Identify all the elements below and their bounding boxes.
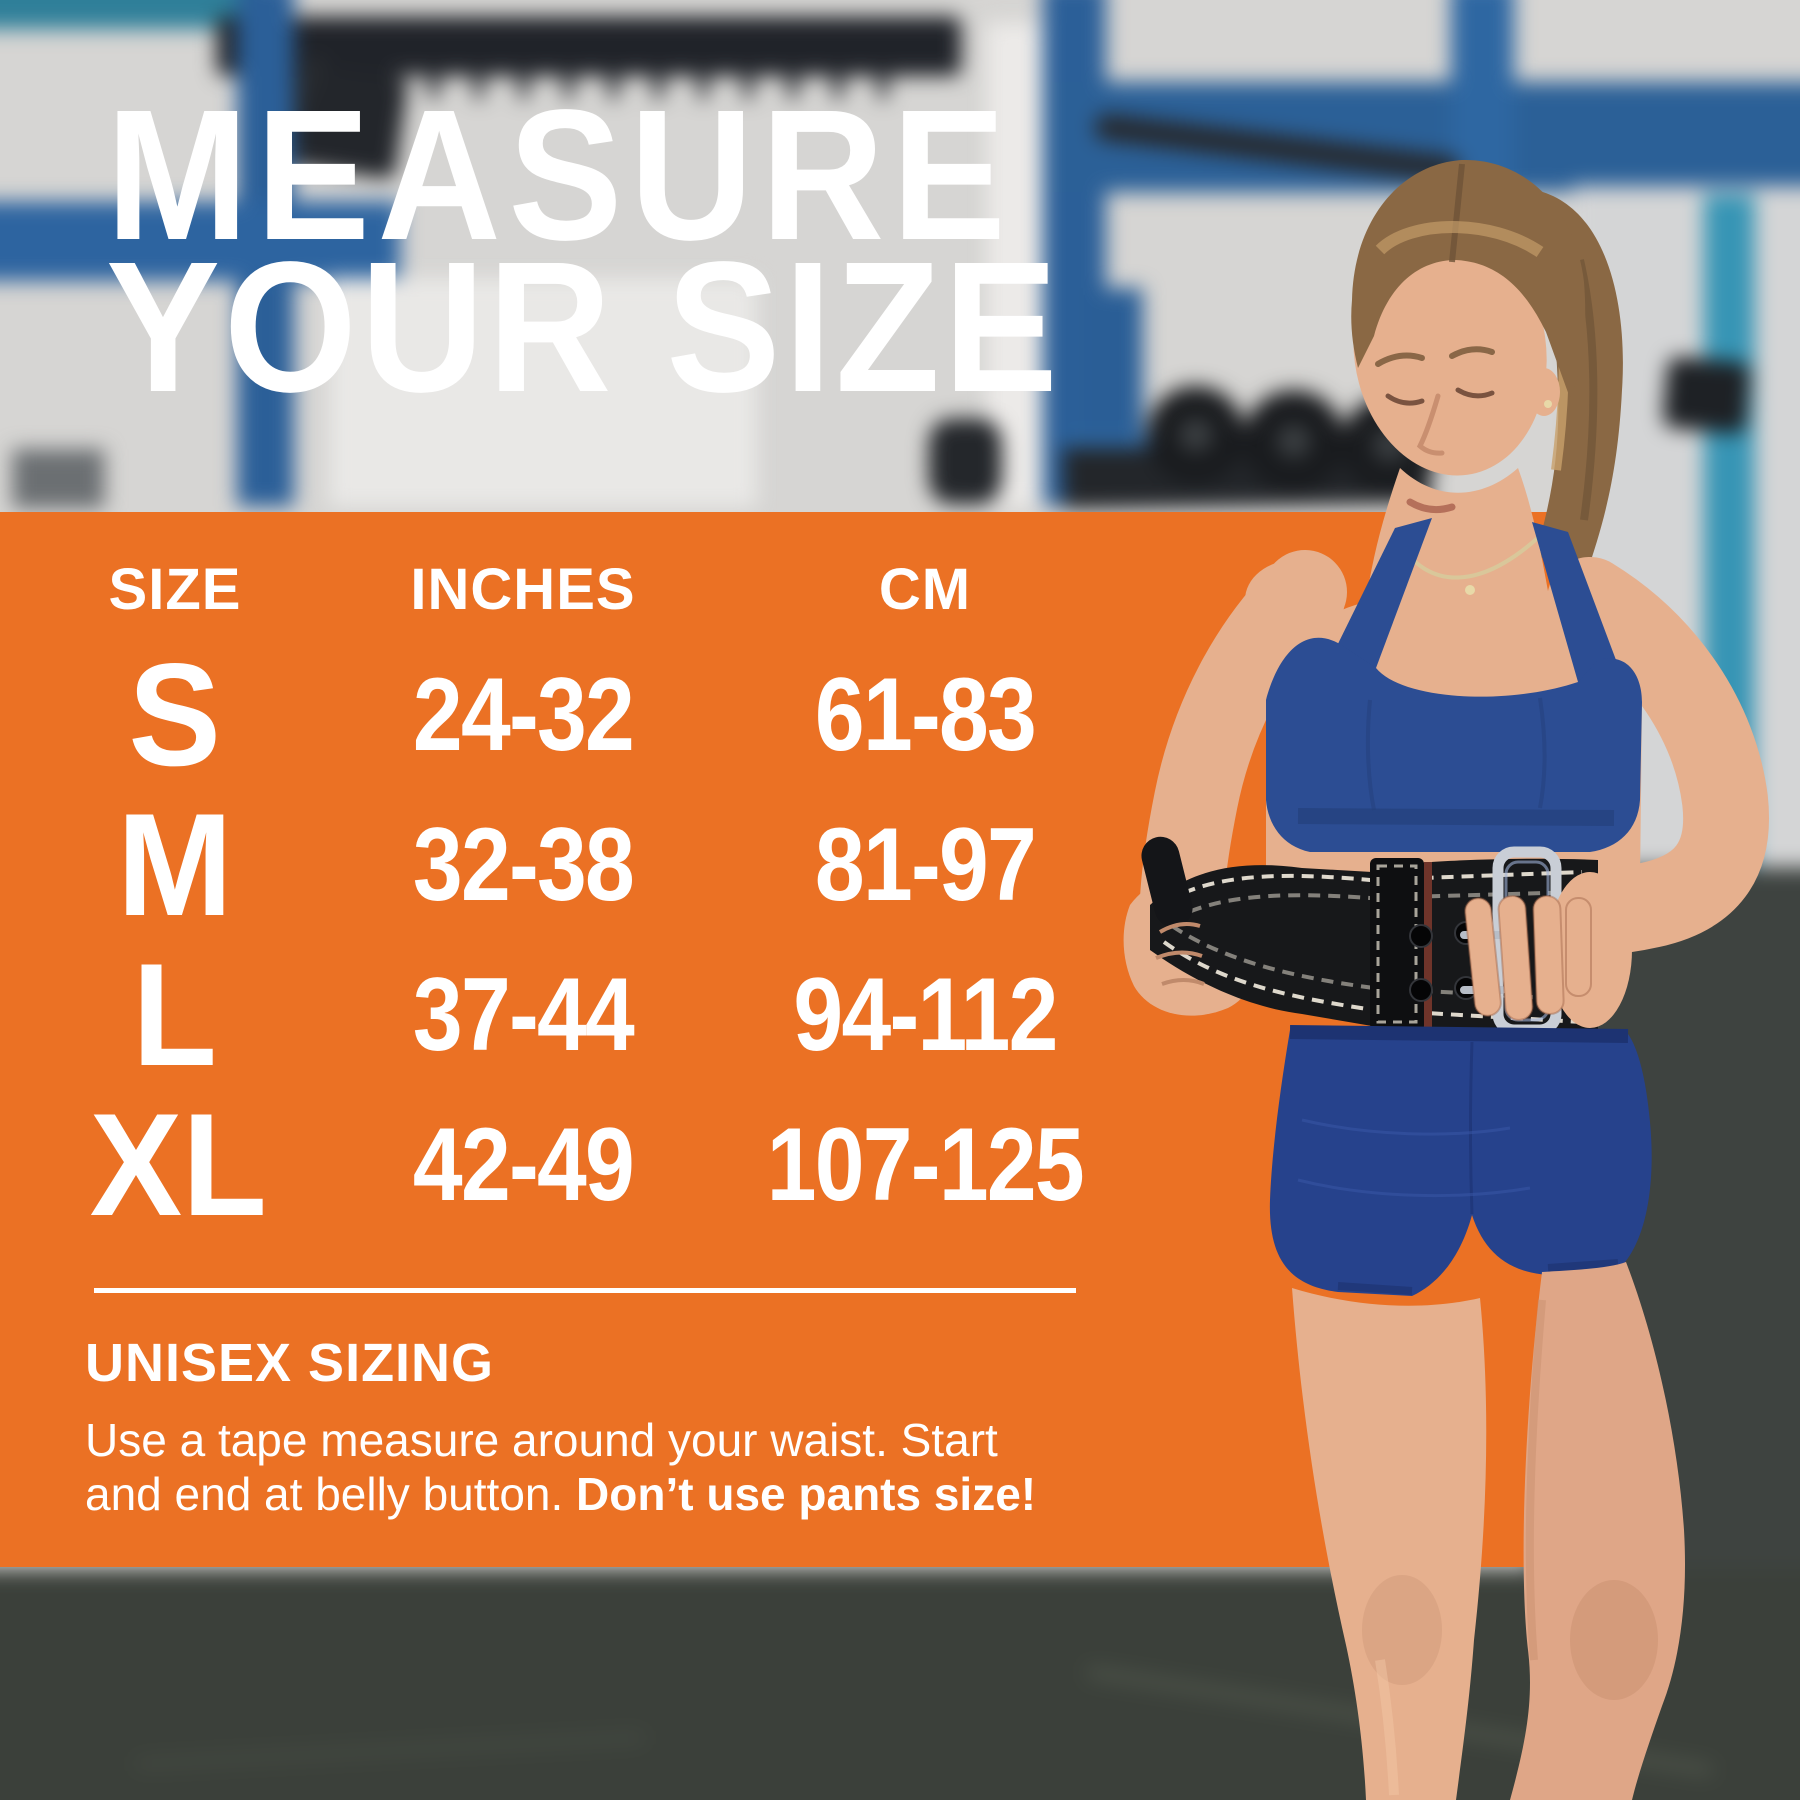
instructions-line-2-bold: Don’t use pants size! [576,1468,1037,1520]
back-knee-shading [1570,1580,1658,1700]
cm-value: 61-83 [814,657,1037,773]
title-line-1: MEASURE [106,72,1014,279]
wall-panel [328,277,758,508]
size-value: S [128,633,222,796]
kettlebell [928,418,1002,505]
equipment-box [12,449,105,509]
hair-part-line [1449,163,1465,263]
inches-value: 32-38 [412,807,635,923]
face [1353,224,1547,476]
title-line-2: YOUR SIZE [106,224,1062,431]
size-value: L [132,933,218,1096]
table-row-l: L 37-44 94-112 [0,940,1120,1090]
weight-plate [1242,390,1345,492]
instructions-line-1: Use a tape measure around your waist. St… [85,1414,998,1466]
column-header-inches: INCHES [410,557,636,622]
size-cell: M [85,790,265,940]
inches-cell: 42-49 [333,1090,713,1240]
instructions-line-2-regular: and end at belly button. [85,1468,564,1520]
unisex-sizing-heading: UNISEX SIZING [85,1333,495,1393]
thumb-sleeve [1141,836,1205,986]
athlete-model-photo [1123,159,1770,1800]
front-knee-shading [1362,1575,1442,1685]
cm-value: 81-97 [814,807,1037,923]
bra-band [1297,808,1615,826]
head [1351,159,1586,514]
front-leg [1292,1288,1487,1800]
pullup-bar [216,16,962,76]
face-features [1375,346,1495,514]
cm-cell: 81-97 [735,790,1115,940]
table-row-s: S 24-32 61-83 [0,640,1120,790]
hair [1351,159,1586,398]
weight-plate [1146,385,1245,484]
cm-value: 94-112 [793,957,1058,1073]
inches-cell: 37-44 [333,940,713,1090]
instructions-line-2: and end at belly button. Don’t use pants… [85,1467,1205,1521]
column-header-cm: CM [878,557,972,622]
cm-value: 107-125 [766,1107,1085,1223]
inches-value: 24-32 [412,657,635,773]
bar-hooks [349,69,921,99]
page-title: MEASURE YOUR SIZE [106,72,1144,431]
cm-cell: 94-112 [735,940,1115,1090]
size-value: M [117,783,233,946]
cm-cell: 107-125 [735,1090,1115,1240]
finger-creases [1155,922,1205,986]
size-chart-header-row: SIZE INCHES CM [0,540,1120,640]
divider-line [94,1288,1076,1293]
size-cell: S [85,640,265,790]
table-row-xl: XL 42-49 107-125 [0,1090,1120,1240]
ear [1528,368,1560,416]
size-cell: XL [85,1083,267,1246]
size-value: XL [89,1083,267,1246]
inches-cell: 24-32 [333,640,713,790]
rig-rail-left [0,201,401,281]
legs [1292,1262,1686,1800]
right-hand [1464,872,1632,1028]
table-row-m: M 32-38 81-97 [0,790,1120,940]
shorts-waistband [1289,1025,1629,1043]
gym-floor-bottom [0,1569,1800,1800]
hair-highlight [1375,221,1544,258]
inches-cell: 32-38 [333,790,713,940]
measuring-instructions: Use a tape measure around your waist. St… [85,1413,1205,1521]
size-cell: L [85,940,265,1090]
column-header-size: SIZE [108,557,242,622]
cm-cell: 61-83 [735,640,1115,790]
sports-bra [1266,518,1642,852]
shorts [1269,1025,1652,1296]
earring [1544,400,1552,408]
inches-value: 42-49 [412,1107,635,1223]
inches-value: 37-44 [412,957,635,1073]
